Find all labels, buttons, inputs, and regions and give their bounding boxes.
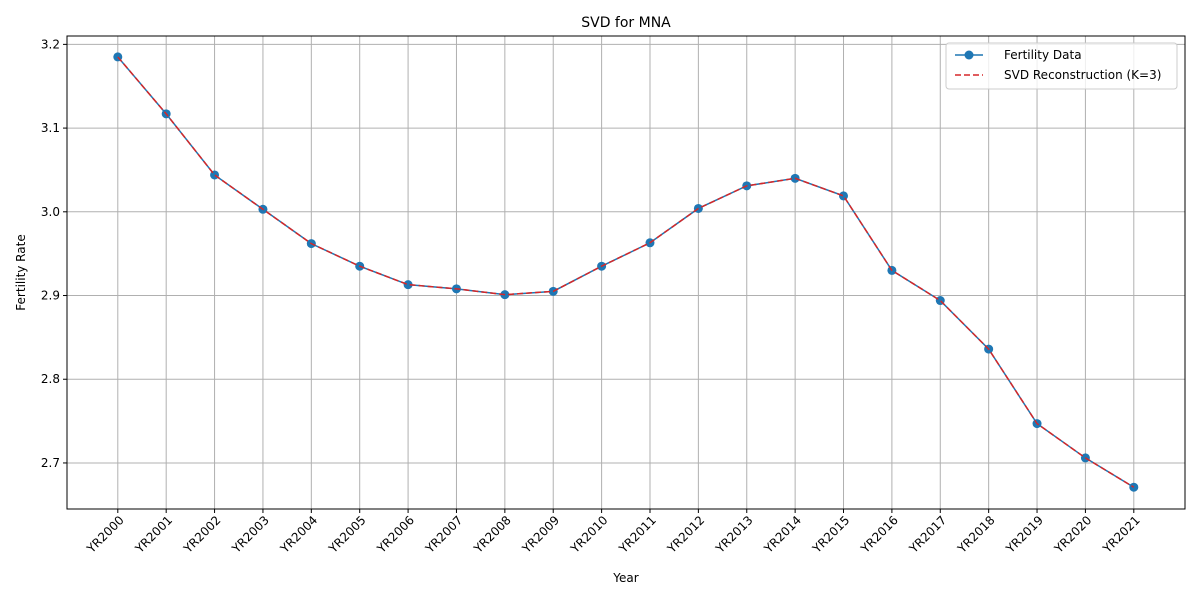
legend: Fertility Data SVD Reconstruction (K=3) — [945, 42, 1178, 90]
y-tick-label: 2.8 — [41, 372, 60, 386]
series-line-svd-reconstruction — [117, 56, 1135, 488]
legend-marker-fertility-data — [964, 50, 974, 60]
series-layer — [113, 52, 1139, 492]
data-point-fertility-data — [1129, 482, 1139, 492]
y-tick-label: 2.7 — [41, 456, 60, 470]
grid — [67, 36, 1185, 509]
data-point-fertility-data — [839, 191, 849, 201]
y-tick-label: 3.0 — [41, 205, 60, 219]
x-axis-label: Year — [612, 571, 638, 585]
legend-box — [945, 42, 1178, 90]
chart-title: SVD for MNA — [581, 15, 671, 31]
plot-frame — [66, 35, 1186, 510]
y-axis-label: Fertility Rate — [14, 234, 28, 310]
y-tick-label: 3.2 — [41, 37, 60, 51]
data-point-fertility-data — [403, 280, 413, 290]
legend-label-svd-reconstruction: SVD Reconstruction (K=3) — [1004, 68, 1161, 82]
legend-label-fertility-data: Fertility Data — [1004, 48, 1082, 62]
y-tick-label: 2.9 — [41, 289, 60, 303]
y-tick-label: 3.1 — [41, 121, 60, 135]
